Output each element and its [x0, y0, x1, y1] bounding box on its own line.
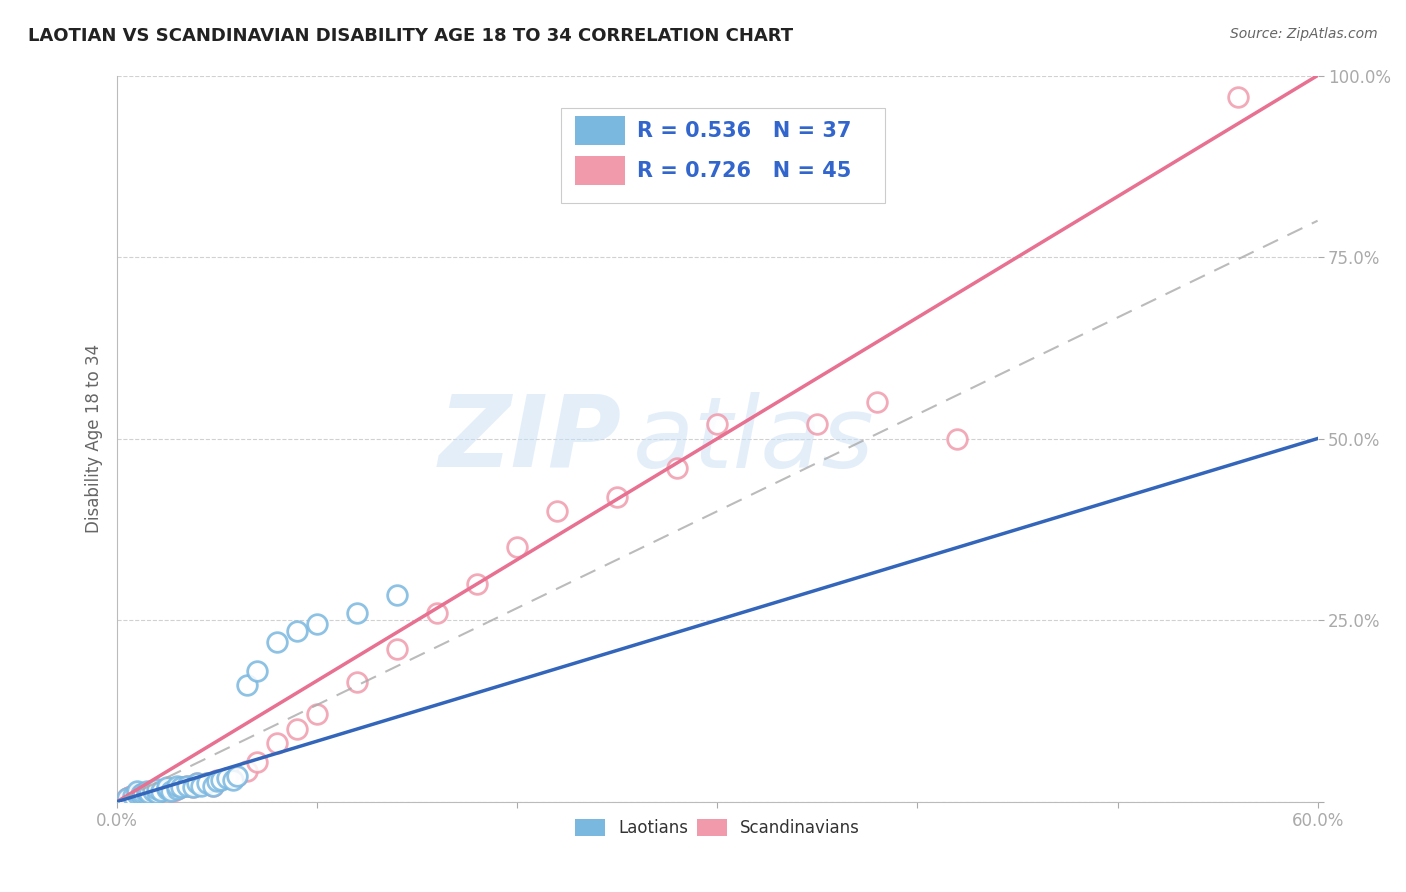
Point [146, 786, 169, 800]
Text: R = 0.726   N = 45: R = 0.726 N = 45 [637, 161, 852, 181]
Point [205, 772, 228, 787]
Point [136, 787, 159, 801]
FancyBboxPatch shape [561, 108, 886, 202]
Point [236, 678, 259, 692]
Point [127, 787, 149, 801]
Text: atlas: atlas [633, 392, 875, 489]
Point [706, 417, 728, 431]
Point [246, 755, 269, 769]
Point [236, 764, 259, 778]
Point [426, 606, 449, 620]
Point [122, 789, 145, 803]
Y-axis label: Disability Age 18 to 34: Disability Age 18 to 34 [86, 344, 103, 533]
Point [136, 787, 159, 801]
Point [134, 786, 156, 800]
Point [506, 541, 529, 555]
Point [546, 504, 568, 518]
Point [202, 779, 225, 793]
Point [606, 490, 628, 504]
FancyBboxPatch shape [575, 156, 624, 186]
Point [118, 790, 141, 805]
Point [136, 783, 159, 797]
Text: LAOTIAN VS SCANDINAVIAN DISABILITY AGE 18 TO 34 CORRELATION CHART: LAOTIAN VS SCANDINAVIAN DISABILITY AGE 1… [28, 27, 793, 45]
Point [122, 789, 145, 803]
Point [866, 395, 889, 409]
Point [115, 791, 138, 805]
Point [186, 776, 208, 790]
Point [132, 787, 155, 801]
Point [170, 780, 193, 794]
Point [266, 635, 288, 649]
Point [266, 737, 288, 751]
Point [387, 588, 409, 602]
Point [142, 783, 165, 797]
Point [285, 722, 308, 736]
Point [146, 781, 169, 796]
Point [387, 642, 409, 657]
Point [138, 786, 160, 800]
Point [195, 776, 218, 790]
Point [285, 624, 308, 638]
Point [217, 772, 239, 786]
Point [202, 779, 225, 793]
Point [205, 774, 228, 789]
Point [166, 779, 188, 793]
Point [138, 786, 160, 800]
Point [176, 779, 198, 793]
Point [465, 576, 488, 591]
Point [162, 783, 184, 797]
Point [946, 432, 969, 446]
Point [150, 783, 173, 797]
Point [156, 781, 179, 796]
Text: R = 0.536   N = 37: R = 0.536 N = 37 [637, 120, 852, 141]
Point [170, 780, 193, 794]
Point [150, 783, 173, 797]
Point [176, 779, 198, 793]
Point [346, 606, 368, 620]
Legend: Laotians, Scandinavians: Laotians, Scandinavians [568, 813, 866, 844]
Point [190, 779, 212, 793]
Point [124, 788, 146, 802]
Point [666, 460, 689, 475]
Point [156, 780, 179, 794]
Text: ZIP: ZIP [439, 390, 621, 487]
Point [120, 789, 142, 804]
Text: Source: ZipAtlas.com: Source: ZipAtlas.com [1230, 27, 1378, 41]
Point [127, 783, 149, 797]
Point [222, 772, 245, 787]
Point [195, 776, 218, 790]
Point [166, 781, 188, 796]
Point [346, 674, 368, 689]
Point [246, 664, 269, 678]
Point [166, 781, 188, 796]
Point [160, 783, 183, 797]
Point [209, 772, 232, 787]
FancyBboxPatch shape [575, 116, 624, 145]
Point [307, 707, 329, 722]
Point [217, 772, 239, 786]
Point [226, 769, 249, 783]
Point [307, 616, 329, 631]
Point [115, 791, 138, 805]
Point [186, 776, 208, 790]
Point [1226, 90, 1249, 104]
Point [132, 786, 155, 800]
Point [226, 769, 249, 783]
Point [129, 786, 152, 800]
Point [129, 787, 152, 801]
Point [128, 787, 150, 801]
Point [142, 783, 165, 797]
Point [156, 781, 179, 796]
Point [146, 786, 169, 800]
Point [181, 780, 204, 794]
Point [806, 417, 828, 431]
Point [127, 787, 149, 801]
Point [181, 780, 204, 794]
